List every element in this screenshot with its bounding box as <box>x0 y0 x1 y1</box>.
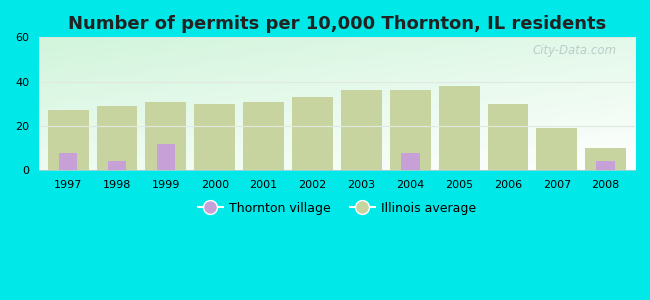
Bar <box>194 104 235 170</box>
Bar <box>243 102 284 170</box>
Bar <box>488 104 528 170</box>
Title: Number of permits per 10,000 Thornton, IL residents: Number of permits per 10,000 Thornton, I… <box>68 15 606 33</box>
Bar <box>47 110 88 170</box>
Bar <box>439 86 480 170</box>
Bar <box>97 106 137 170</box>
Bar <box>401 152 419 170</box>
Bar <box>536 128 577 170</box>
Bar <box>585 148 626 170</box>
Bar <box>341 91 382 170</box>
Legend: Thornton village, Illinois average: Thornton village, Illinois average <box>193 197 481 220</box>
Bar <box>59 152 77 170</box>
Bar <box>108 161 126 170</box>
Bar <box>597 161 615 170</box>
Text: City-Data.com: City-Data.com <box>533 44 617 57</box>
Bar <box>390 91 431 170</box>
Bar <box>146 102 187 170</box>
Bar <box>292 97 333 170</box>
Bar <box>157 144 176 170</box>
